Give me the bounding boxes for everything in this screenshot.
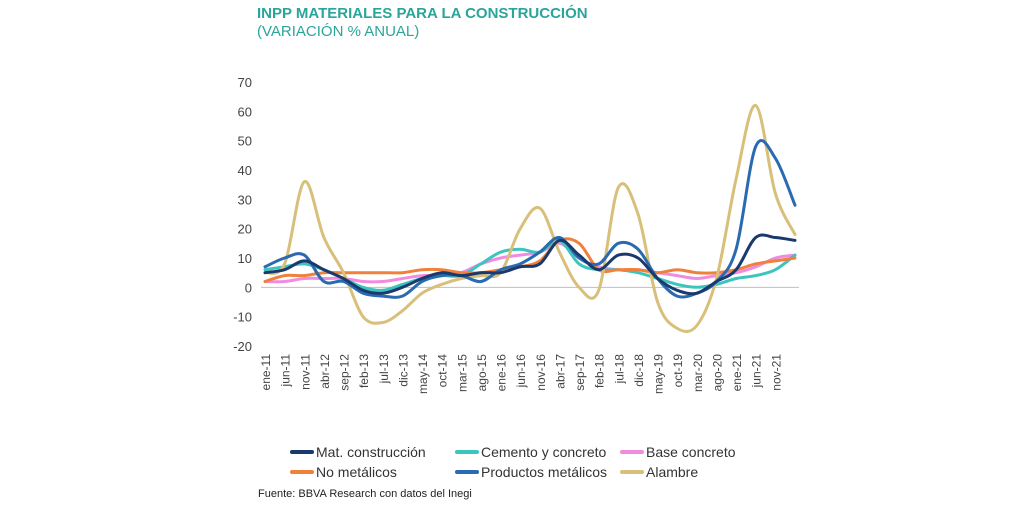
legend-item: Cemento y concreto	[455, 444, 606, 460]
chart-title: INPP MATERIALES PARA LA CONSTRUCCIÓN	[257, 5, 588, 22]
legend-swatch-mat-construccion	[290, 450, 314, 454]
x-tick-label: may-19	[652, 354, 666, 394]
legend-item: Mat. construcción	[290, 444, 426, 460]
x-tick-label: nov-11	[298, 354, 312, 390]
x-tick-label: ene-21	[730, 354, 744, 392]
y-tick-label: 50	[238, 134, 252, 149]
legend-item: Alambre	[620, 464, 698, 480]
y-tick-label: -20	[233, 339, 252, 354]
x-tick-label: feb-18	[593, 354, 607, 388]
x-tick-label: jun-21	[750, 354, 764, 389]
x-tick-label: jul-18	[612, 354, 626, 385]
x-tick-label: nov-16	[534, 354, 548, 391]
legend-label: Alambre	[646, 464, 699, 480]
series-line-mat-construcci-n	[263, 233, 797, 296]
source-note: Fuente: BBVA Research con datos del Ineg…	[258, 488, 472, 500]
y-tick-label: -10	[233, 310, 252, 325]
x-tick-label: sep-12	[338, 354, 352, 391]
x-tick-label: mar-20	[691, 354, 705, 392]
x-tick-label: dic-18	[632, 354, 646, 387]
legend-item: Base concreto	[620, 444, 736, 460]
x-tick-label: jun-11	[279, 354, 293, 388]
x-tick-label: abr-12	[318, 354, 332, 389]
legend-label: No metálicos	[316, 464, 397, 480]
x-tick-label: ago-15	[475, 354, 489, 392]
y-tick-label: 40	[238, 163, 252, 178]
y-tick-label: 10	[238, 251, 252, 266]
x-tick-label: abr-17	[553, 354, 567, 389]
x-tick-label: jun-16	[514, 354, 528, 389]
x-tick-label: may-14	[416, 354, 430, 394]
series-line-alambre	[263, 103, 797, 334]
legend-swatch-cemento	[455, 450, 479, 454]
legend-label: Cemento y concreto	[481, 444, 607, 460]
legend-item: No metálicos	[290, 464, 397, 480]
series-line-base-concreto	[263, 241, 797, 284]
y-tick-label: 30	[238, 192, 252, 207]
y-tick-label: 70	[238, 75, 252, 90]
x-tick-label: mar-15	[455, 354, 469, 392]
x-tick-label: jul-13	[377, 354, 391, 385]
legend-item: Productos metálicos	[455, 464, 607, 480]
legend-swatch-no-metalicos	[290, 470, 314, 474]
y-tick-label: 20	[238, 222, 252, 237]
y-tick-label: 60	[238, 104, 252, 119]
legend-swatch-productos-metalicos	[455, 470, 479, 474]
line-chart: -20 -10 0 10 20 30 40 50 60 70 ene-11 jun-11 nov-11 a…	[233, 75, 799, 394]
x-tick-label: ago-20	[710, 354, 724, 392]
x-tick-label: ene-16	[495, 354, 509, 392]
legend-swatch-base-concreto	[620, 450, 644, 454]
legend-label: Productos metálicos	[481, 464, 608, 480]
legend-swatch-alambre	[620, 470, 644, 474]
y-tick-label: 0	[245, 280, 252, 295]
x-tick-label: ene-11	[259, 354, 273, 391]
x-tick-label: nov-21	[769, 354, 783, 391]
x-tick-label: dic-13	[396, 354, 410, 387]
x-tick-label: feb-13	[357, 354, 371, 388]
x-tick-label: oct-19	[671, 354, 685, 388]
x-tick-label: oct-14	[436, 354, 450, 388]
legend-label: Base concreto	[646, 444, 736, 460]
legend-label: Mat. construcción	[316, 444, 426, 460]
chart-subtitle: (VARIACIÓN % ANUAL)	[257, 23, 420, 40]
x-tick-label: sep-17	[573, 354, 587, 391]
